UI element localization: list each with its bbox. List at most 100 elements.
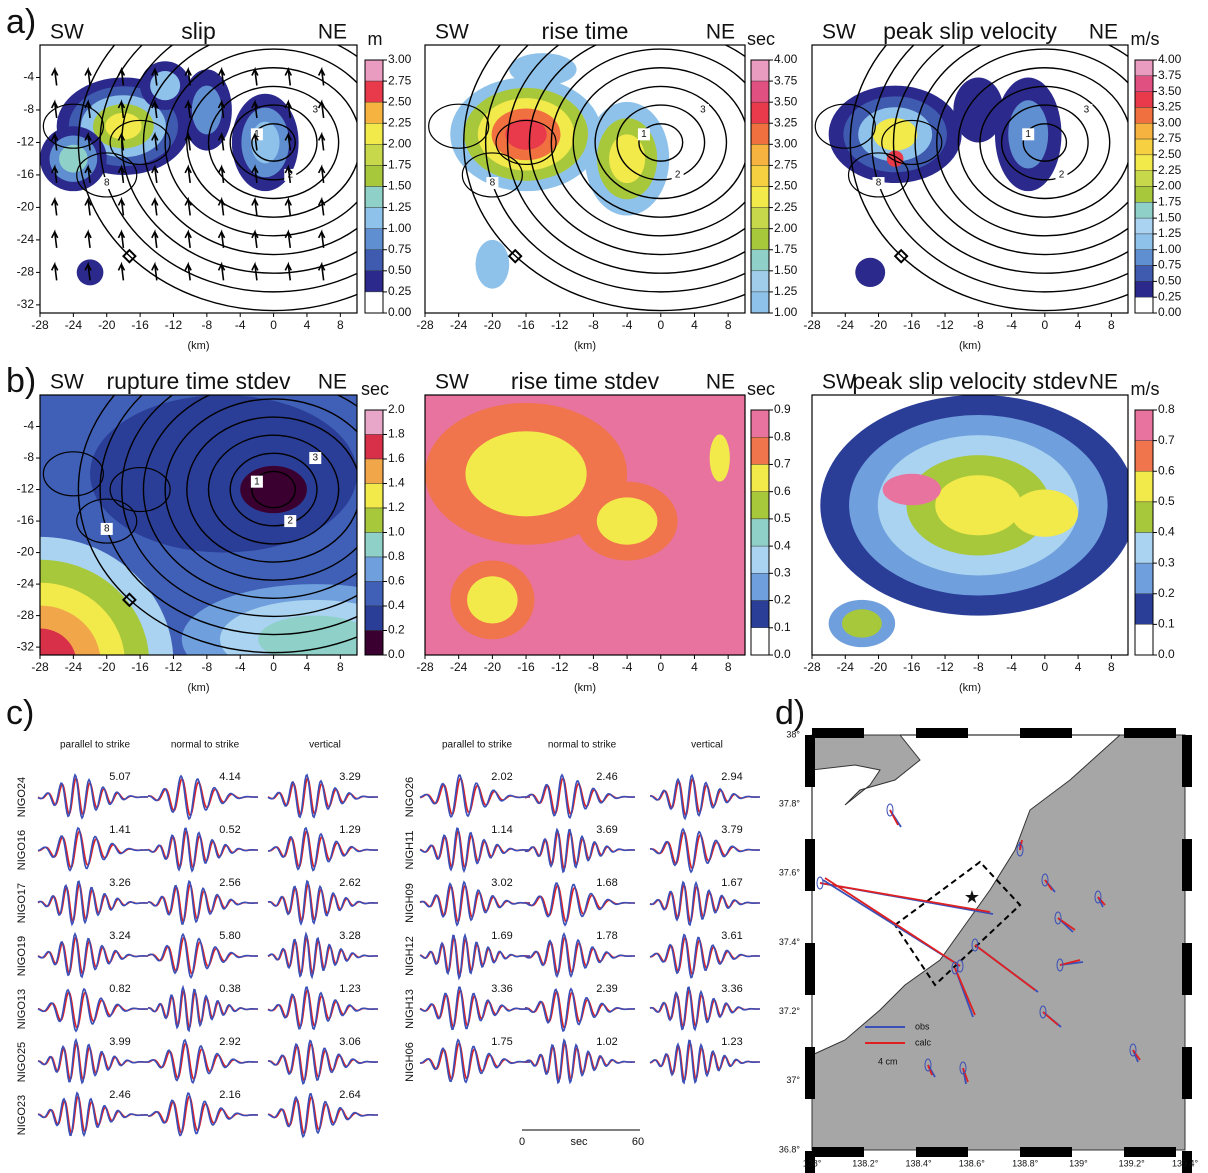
contour: [463, 45, 745, 312]
lon-label: 139.4°: [1172, 1158, 1199, 1168]
x-tick-label: -4: [1006, 318, 1017, 332]
colorbar-step: [750, 144, 770, 166]
colorbar-label: 2.00: [1158, 179, 1182, 193]
slip-arrow: [117, 229, 126, 249]
colorbar-step: [364, 605, 384, 631]
colorbar-label: 3.25: [1158, 100, 1182, 114]
x-tick-label: -8: [202, 318, 213, 332]
slip-arrow: [217, 131, 226, 151]
ne-label: NE: [318, 21, 347, 44]
frame-dash: [805, 1151, 815, 1173]
colorbar-label: 0.7: [1158, 433, 1175, 447]
slip-arrow: [317, 261, 326, 281]
slip-arrow: [117, 99, 126, 119]
peak-amplitude: 2.46: [109, 1089, 130, 1101]
waveform: [267, 879, 378, 926]
colorbar-label: 3.50: [1158, 84, 1182, 98]
contour-label: 1: [641, 129, 647, 140]
x-tick-label: -28: [416, 318, 434, 332]
waveform: [267, 773, 378, 819]
contour-label-box: [284, 168, 297, 181]
panel-label: a): [6, 3, 36, 41]
colorbar-label: 1.75: [1158, 194, 1182, 208]
colorbar-step: [1134, 249, 1154, 266]
slip-arrow: [117, 66, 126, 86]
error-ellipse: [971, 938, 979, 952]
peak-amplitude: 1.41: [109, 824, 130, 836]
calc-vector: [824, 877, 961, 967]
slip-arrow: [217, 261, 226, 281]
peak-amplitude: 1.02: [596, 1036, 617, 1048]
peak-amplitude: 0.52: [219, 824, 240, 836]
colorbar-label: 2.0: [388, 402, 405, 416]
slip-arrow: [117, 261, 126, 281]
contour-diamond: [507, 248, 523, 264]
x-tick-label: -24: [837, 660, 855, 674]
legend-label: calc: [915, 1037, 932, 1047]
column-header: vertical: [309, 740, 341, 751]
slip-arrow: [117, 131, 126, 151]
colorbar-label: 0.2: [388, 623, 405, 637]
slip-arrow: [151, 131, 159, 151]
colorbar-label: 0.1: [774, 620, 791, 634]
colorbar-step: [750, 59, 770, 82]
lon-label: 138.4°: [906, 1158, 933, 1168]
waveform: [650, 827, 760, 874]
frame-dash: [812, 1147, 864, 1157]
peak-amplitude: 1.75: [491, 1036, 512, 1048]
column-header: parallel to strike: [60, 740, 130, 751]
plot-frame: [39, 44, 358, 314]
colorbar-step: [750, 518, 770, 547]
colorbar-step: [750, 80, 770, 103]
plot-frame: [811, 394, 1129, 656]
colorbar-step: [364, 556, 384, 582]
contour-label: 8: [104, 178, 110, 189]
field-blob: [467, 576, 518, 624]
slip-arrow: [84, 196, 92, 216]
sw-label: SW: [435, 371, 469, 394]
colorbar-step: [364, 483, 384, 509]
station-name: NIGO17: [16, 883, 28, 923]
colorbar-step: [364, 409, 384, 435]
field-blob: [882, 473, 941, 506]
slip-arrow: [251, 261, 259, 281]
slip-arrow: [184, 131, 192, 151]
peak-amplitude: 3.79: [721, 824, 742, 836]
peak-amplitude: 3.24: [109, 930, 130, 942]
x-tick-label: -8: [973, 660, 984, 674]
slip-arrow: [84, 229, 92, 249]
slip-arrow: [50, 131, 59, 151]
peak-amplitude: 0.38: [219, 983, 240, 995]
peak-amplitude: 1.29: [339, 824, 360, 836]
colorbar-label: 0.50: [1158, 274, 1182, 288]
contour: [936, 48, 1128, 237]
x-tick-label: 4: [304, 660, 311, 674]
contour: [99, 45, 357, 293]
waveform: [267, 1092, 378, 1139]
slip-arrow: [317, 66, 326, 86]
contour: [77, 45, 357, 312]
x-tick-label: -16: [903, 318, 921, 332]
colorbar-label: 3.00: [774, 137, 798, 151]
field-blob: [1011, 489, 1079, 537]
error-ellipse: [924, 1058, 932, 1072]
slip-arrow: [184, 99, 192, 119]
x-tick-label: -28: [31, 660, 49, 674]
colorbar-step: [364, 434, 384, 460]
contour: [849, 45, 1128, 312]
colorbar-label: 0.8: [774, 429, 791, 443]
y-tick-label: -20: [17, 200, 35, 214]
waveform: [147, 827, 258, 873]
field-blob: [90, 395, 357, 553]
peak-amplitude: 2.16: [219, 1089, 240, 1101]
peak-amplitude: 1.23: [339, 983, 360, 995]
colorbar-step: [1134, 265, 1154, 282]
sw-label: SW: [435, 21, 469, 44]
colorbar-label: 3.75: [1158, 68, 1182, 82]
y-tick-label: -12: [17, 135, 35, 149]
lat-label: 37.6°: [779, 868, 801, 878]
frame-dash: [1020, 728, 1072, 738]
contour: [881, 119, 943, 166]
y-tick-label: -12: [17, 482, 35, 496]
